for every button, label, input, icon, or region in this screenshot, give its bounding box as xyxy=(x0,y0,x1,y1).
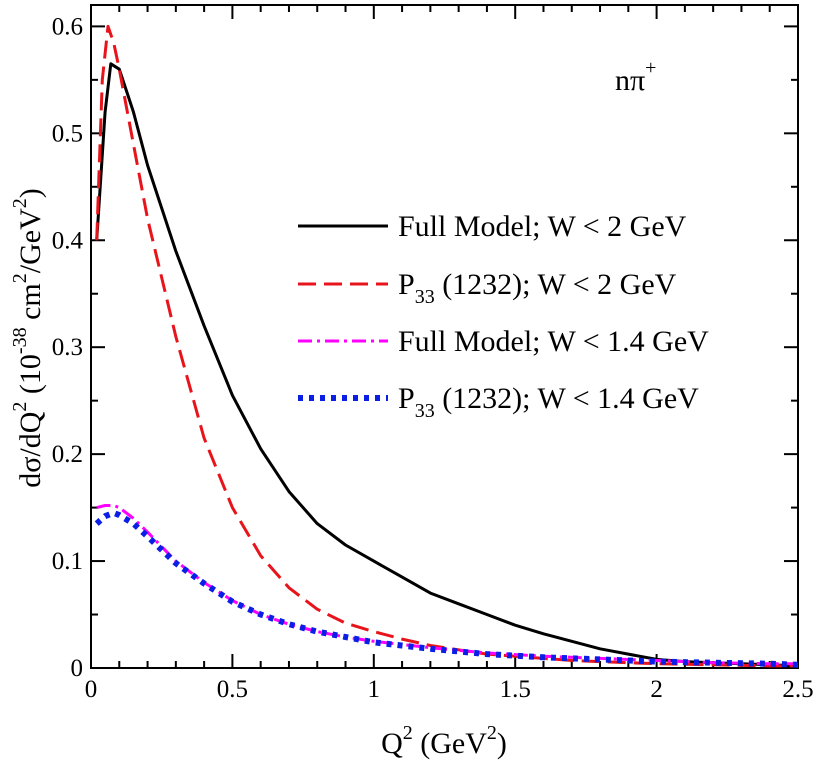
series-p33-w14 xyxy=(94,509,798,668)
x-tick-label: 0 xyxy=(85,676,98,703)
y-tick-label: 0.2 xyxy=(52,441,83,468)
plot-frame xyxy=(90,4,799,669)
y-tick-label: 0.1 xyxy=(52,548,83,575)
legend-label-p33-w2: P33 (1232); W < 2 GeV xyxy=(398,268,677,308)
legend: Full Model; W < 2 GeV P33 (1232); W < 2 … xyxy=(298,210,709,422)
series-p33-w2 xyxy=(95,24,798,668)
series-full-model-w2 xyxy=(95,62,798,668)
series-lines xyxy=(94,24,798,668)
x-tick-label: 1 xyxy=(368,676,381,703)
tick-labels: 0 0.5 1 1.5 2 2.5 0 0.1 0.2 0.3 0.4 0.5 0.6 xyxy=(52,13,814,703)
y-tick-label: 0 xyxy=(71,655,84,682)
y-tick-label: 0.5 xyxy=(52,120,83,147)
x-tick-label: 2 xyxy=(650,676,663,703)
x-tick-label: 0.5 xyxy=(217,676,248,703)
annotation-label: nπ+ xyxy=(615,57,656,97)
y-axis-title: dσ/dQ2 (10-38 cm2/GeV2) xyxy=(9,188,47,487)
y-tick-label: 0.6 xyxy=(52,13,83,40)
legend-label-full-w2: Full Model; W < 2 GeV xyxy=(398,210,687,243)
legend-label-full-w14: Full Model; W < 1.4 GeV xyxy=(398,325,709,358)
legend-label-p33-w14: P33 (1232); W < 1.4 GeV xyxy=(398,382,699,422)
x-axis-title: Q2 (GeV2) xyxy=(381,722,507,760)
x-tick-label: 1.5 xyxy=(500,676,531,703)
y-tick-label: 0.3 xyxy=(52,334,83,361)
x-tick-label: 2.5 xyxy=(782,676,813,703)
y-tick-label: 0.4 xyxy=(52,227,84,254)
